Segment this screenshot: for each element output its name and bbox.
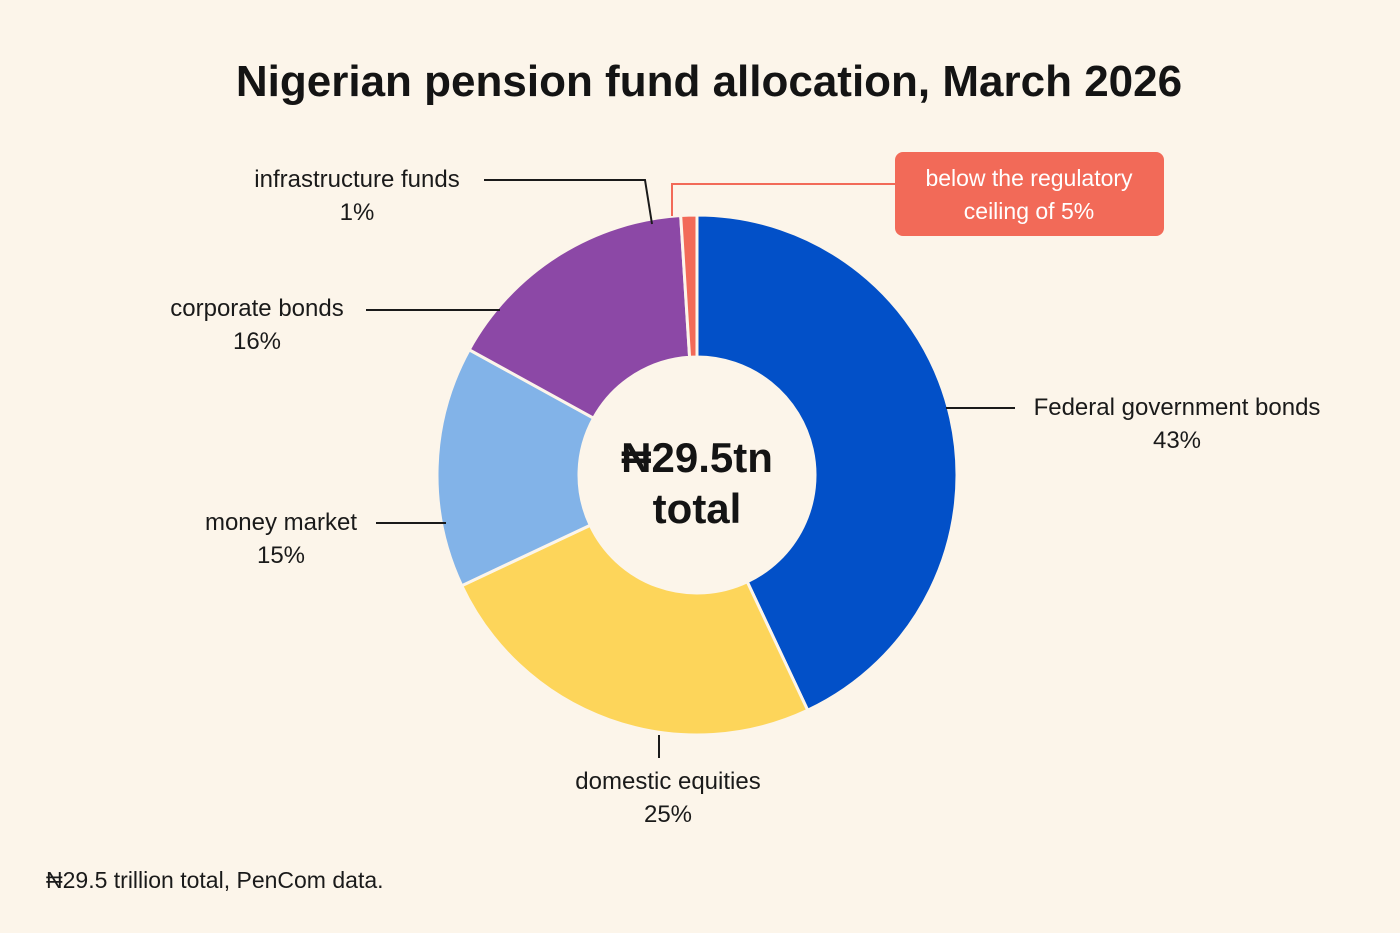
slice-money-market — [435, 347, 596, 588]
slice-corporate-bonds — [467, 213, 692, 421]
leader-infrastructure-funds — [484, 179, 653, 225]
callout-box — [895, 152, 1164, 236]
value-infrastructure-funds: 1% — [340, 199, 375, 226]
callout-text-line-2: ceiling of 5% — [964, 198, 1094, 224]
chart-title: Nigerian pension fund allocation, March … — [236, 57, 1182, 106]
callout-text-line-1: below the regulatory — [925, 165, 1133, 191]
slice-federal-government-bonds — [695, 213, 959, 713]
leader-lines — [366, 179, 1015, 758]
regulatory-callout: below the regulatory ceiling of 5% — [671, 152, 1164, 236]
slice-labels: Federal government bonds 43% domestic equi… — [170, 166, 1320, 828]
label-federal-government-bonds: Federal government bonds — [1034, 394, 1321, 421]
label-domestic-equities: domestic equities — [575, 768, 760, 795]
label-corporate-bonds: corporate bonds — [170, 295, 343, 322]
slice-infrastructure-funds — [679, 213, 699, 359]
donut-slices — [435, 213, 959, 737]
center-total-line-2: total — [653, 485, 742, 532]
value-corporate-bonds: 16% — [233, 328, 281, 355]
slice-domestic-equities — [459, 523, 810, 737]
center-total-line-1: ₦29.5tn — [621, 434, 773, 481]
footnote: ₦29.5 trillion total, PenCom data. — [46, 867, 384, 893]
label-infrastructure-funds: infrastructure funds — [254, 166, 459, 193]
center-total-label: ₦29.5tn total — [621, 434, 773, 532]
label-money-market: money market — [205, 509, 357, 536]
value-federal-government-bonds: 43% — [1153, 427, 1201, 454]
callout-connector — [671, 183, 896, 216]
value-money-market: 15% — [257, 542, 305, 569]
value-domestic-equities: 25% — [644, 801, 692, 828]
